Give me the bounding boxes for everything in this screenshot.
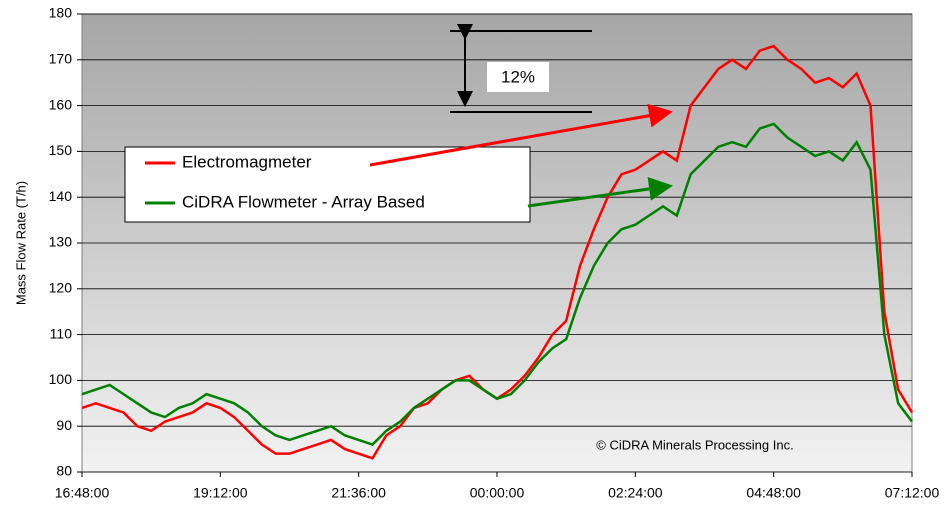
y-tick-label: 120: [49, 280, 73, 296]
legend-arrow: [527, 177, 673, 208]
y-tick-label: 180: [49, 5, 73, 21]
y-tick-label: 90: [56, 417, 72, 433]
legend-label: CiDRA Flowmeter - Array Based: [182, 192, 425, 211]
y-axis-label: Mass Flow Rate (T/h): [13, 181, 28, 305]
series-line: [81, 122, 913, 446]
legend-label: Electromagmeter: [182, 152, 312, 171]
y-tick-label: 150: [49, 142, 73, 158]
x-tick-label: 21:36:00: [331, 485, 386, 501]
x-tick-label: 04:48:00: [746, 485, 801, 501]
y-tick-label: 160: [49, 96, 73, 112]
annotation: 12%: [501, 67, 535, 86]
annotation-box: [487, 62, 549, 92]
y-tick-label: 140: [49, 188, 73, 204]
copyright: © CiDRA Minerals Processing Inc.: [596, 437, 793, 452]
x-tick-label: 02:24:00: [608, 485, 663, 501]
y-tick-label: 130: [49, 234, 73, 250]
x-tick-label: 07:12:00: [885, 485, 940, 501]
y-tick-label: 110: [50, 325, 73, 341]
legend-arrow: [369, 103, 673, 167]
y-tick-label: 100: [49, 371, 73, 387]
y-tick-label: 170: [49, 51, 73, 67]
y-tick-label: 80: [56, 463, 72, 479]
x-tick-label: 19:12:00: [193, 485, 248, 501]
legend: [124, 146, 531, 223]
x-tick-label: 16:48:00: [55, 485, 110, 501]
x-tick-label: 00:00:00: [470, 485, 525, 501]
